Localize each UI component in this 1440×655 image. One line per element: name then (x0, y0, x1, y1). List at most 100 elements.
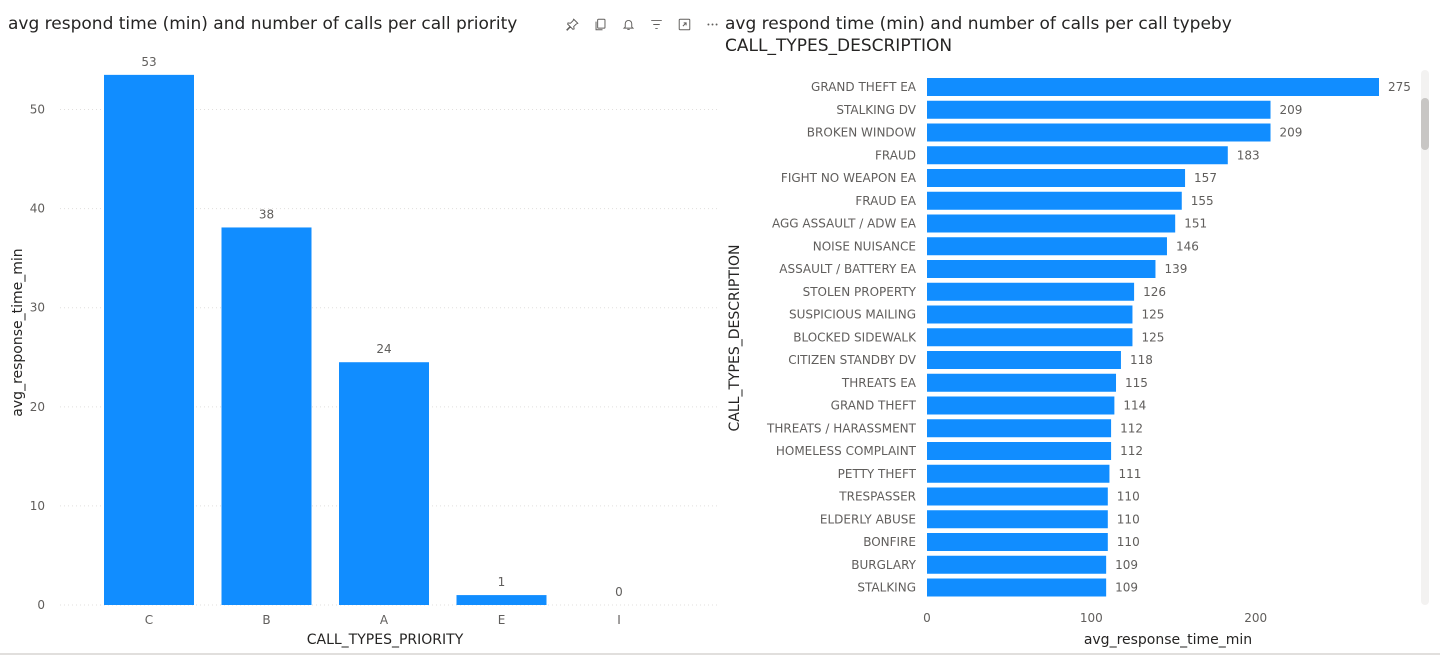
y-axis-title: CALL_TYPES_DESCRIPTION (727, 245, 743, 432)
copy-icon[interactable] (586, 15, 614, 33)
y-tick-label: FRAUD EA (855, 194, 916, 208)
y-tick-label: NOISE NUISANCE (813, 239, 916, 253)
y-tick-label: BONFIRE (863, 535, 916, 549)
priority-chart-visual[interactable]: avg respond time (min) and number of cal… (0, 0, 720, 655)
x-tick-label: A (380, 613, 389, 627)
y-tick-label: 50 (30, 103, 45, 117)
bar-row[interactable] (927, 100, 1271, 119)
bar-C[interactable] (104, 74, 194, 605)
data-label: 24 (376, 342, 391, 356)
bar-row[interactable] (927, 396, 1115, 415)
bar-row[interactable] (927, 260, 1156, 278)
data-label: 126 (1143, 285, 1166, 299)
bar-row[interactable] (927, 578, 1107, 597)
y-tick-label: CITIZEN STANDBY DV (788, 353, 917, 367)
bar-row[interactable] (927, 123, 1271, 142)
data-label: 183 (1237, 148, 1260, 162)
bar-A[interactable] (339, 362, 429, 605)
y-tick-label: STALKING DV (836, 103, 916, 117)
bar-row[interactable] (927, 464, 1110, 483)
data-label: 112 (1120, 444, 1143, 458)
bar-row[interactable] (927, 351, 1121, 369)
bar-row[interactable] (927, 282, 1135, 301)
vertical-scrollbar[interactable] (1421, 70, 1429, 605)
bar-row[interactable] (927, 305, 1133, 324)
bar-row[interactable] (927, 146, 1228, 165)
bar-row[interactable] (927, 191, 1182, 210)
priority-bar-chart: 0 10 20 30 40 50 53 C 38 B 24 A 1 E 0 I CALL_TYPES_PRIOR… (10, 55, 718, 648)
data-label: 112 (1120, 421, 1143, 435)
description-chart-title: avg respond time (min) and number of cal… (725, 13, 1232, 57)
y-tick-label: FRAUD (875, 148, 916, 162)
y-axis-title: avg_response_time_min (10, 248, 26, 416)
bar-row[interactable] (927, 419, 1112, 438)
bar-row[interactable] (927, 555, 1107, 574)
y-tick-label: GRAND THEFT (831, 399, 917, 413)
bar-E[interactable] (456, 595, 547, 605)
y-tick-label: 20 (30, 400, 45, 414)
x-tick-label: C (145, 613, 153, 627)
data-label: 109 (1115, 558, 1138, 572)
x-tick-label: B (262, 613, 270, 627)
y-tick-label: TRESPASSER (838, 490, 916, 504)
y-tick-label: THREATS EA (841, 376, 917, 390)
data-label: 139 (1164, 262, 1187, 276)
y-tick-label: ELDERLY ABUSE (820, 512, 916, 526)
focus-mode-icon[interactable] (670, 15, 698, 33)
bell-icon[interactable] (614, 15, 642, 33)
bar-row[interactable] (927, 442, 1112, 460)
bar-row[interactable] (927, 373, 1117, 392)
bar-row[interactable] (927, 169, 1186, 187)
bar-row[interactable] (927, 78, 1379, 96)
y-tick-label: 10 (30, 499, 45, 513)
x-tick-label: E (498, 613, 506, 627)
bar-B[interactable] (221, 227, 312, 606)
y-tick-label: THREATS / HARASSMENT (766, 421, 917, 435)
data-label: 114 (1123, 399, 1146, 413)
data-label: 118 (1130, 353, 1153, 367)
page-bottom-border (0, 653, 1440, 655)
x-tick-label: I (617, 613, 621, 627)
y-tick-label: 40 (30, 202, 45, 216)
x-axis-title: CALL_TYPES_PRIORITY (307, 632, 464, 648)
bar-row[interactable] (927, 328, 1133, 347)
data-label: 110 (1117, 512, 1140, 526)
data-label: 38 (259, 207, 274, 221)
data-label: 209 (1280, 126, 1303, 140)
description-bar-chart: GRAND THEFT EA 275 STALKING DV 209 BROKEN WI… (727, 78, 1411, 648)
bar-row[interactable] (927, 237, 1167, 256)
y-tick-label: FIGHT NO WEAPON EA (781, 171, 917, 185)
data-label: 1 (498, 575, 506, 589)
description-chart-visual[interactable]: avg respond time (min) and number of cal… (720, 0, 1440, 655)
data-label: 111 (1118, 467, 1141, 481)
y-tick-label: 30 (30, 301, 45, 315)
bar-row[interactable] (927, 214, 1176, 233)
description-chart-title-line2: CALL_TYPES_DESCRIPTION (725, 36, 953, 56)
y-tick-label: GRAND THEFT EA (811, 80, 917, 94)
filter-icon[interactable] (642, 15, 670, 33)
bar-row[interactable] (927, 487, 1108, 506)
y-tick-label: BLOCKED SIDEWALK (793, 330, 917, 344)
bar-row[interactable] (927, 533, 1108, 551)
y-tick-label: PETTY THEFT (838, 467, 917, 481)
y-tick-label: SUSPICIOUS MAILING (789, 308, 916, 322)
y-tick-label: HOMELESS COMPLAINT (776, 444, 917, 458)
scrollbar-thumb[interactable] (1421, 98, 1429, 150)
data-label: 209 (1280, 103, 1303, 117)
y-tick-label: 0 (37, 598, 45, 612)
priority-chart-title: avg respond time (min) and number of cal… (8, 14, 518, 34)
data-label: 146 (1176, 239, 1199, 253)
more-options-icon[interactable] (698, 15, 726, 33)
x-tick-label: 200 (1244, 611, 1267, 625)
y-tick-label: STOLEN PROPERTY (803, 285, 917, 299)
data-label: 125 (1141, 330, 1164, 344)
bar-row[interactable] (927, 510, 1108, 529)
x-tick-label: 0 (923, 611, 931, 625)
data-label: 125 (1141, 308, 1164, 322)
data-label: 53 (141, 55, 156, 69)
description-chart-title-line1: avg respond time (min) and number of cal… (725, 14, 1232, 34)
pin-icon[interactable] (558, 15, 586, 33)
visual-header-toolbar (558, 15, 726, 33)
data-label: 155 (1191, 194, 1214, 208)
data-label: 157 (1194, 171, 1217, 185)
